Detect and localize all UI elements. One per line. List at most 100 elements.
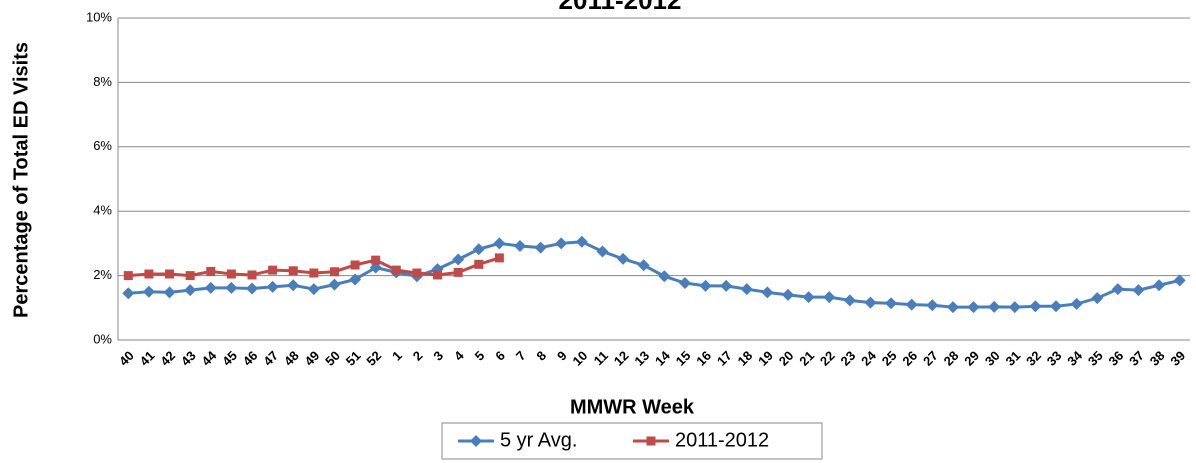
x-tick-label: 9 [554,348,570,364]
x-tick-label: 38 [1147,348,1168,369]
x-tick-label: 35 [1085,348,1106,369]
x-tick-label: 36 [1106,348,1127,369]
x-tick-label: 15 [673,348,694,369]
x-tick-label: 46 [240,348,261,369]
marker [596,245,609,258]
marker [514,239,526,252]
marker [184,284,197,297]
marker [412,268,422,278]
marker [307,283,320,296]
marker [699,279,712,292]
x-tick-label: 49 [302,348,323,369]
x-tick-label: 16 [693,348,714,369]
x-tick-label: 17 [714,348,735,369]
legend-box [441,422,823,460]
marker [1111,283,1124,296]
marker [1153,279,1166,292]
marker [165,269,175,279]
marker [433,270,443,280]
marker [864,296,877,309]
x-tick-label: 32 [1023,348,1044,369]
x-tick-label: 13 [631,348,652,369]
marker [678,277,691,290]
series-line [128,240,1181,309]
marker [946,301,959,314]
marker [905,298,918,311]
marker [740,283,753,296]
marker [1173,274,1186,287]
x-tick-label: 7 [513,348,529,364]
x-tick-label: 31 [1002,348,1023,369]
x-tick-label: 47 [260,348,281,369]
x-tick-label: 50 [322,348,343,369]
x-tick-label: 3 [430,348,446,364]
marker [350,260,360,270]
marker [658,270,671,283]
x-tick-label: 33 [1044,348,1065,369]
marker [988,300,1001,313]
marker [617,252,630,265]
x-tick-label: 41 [137,348,158,369]
x-tick-label: 25 [879,348,900,369]
marker [225,281,238,294]
x-tick-label: 20 [776,348,797,369]
marker [391,265,401,275]
x-tick-label: 21 [796,348,817,369]
marker [761,286,774,299]
x-tick-label: 12 [611,348,632,369]
marker [287,279,300,292]
y-tick-label: 2% [93,267,112,282]
x-tick-label: 5 [472,348,488,364]
marker [534,241,547,254]
x-tick-label: 8 [533,348,549,364]
marker [268,265,278,275]
marker [309,268,319,278]
marker [1091,292,1104,305]
marker [555,237,568,250]
y-axis-label: Percentage of Total ED Visits [10,42,32,318]
marker [843,294,856,307]
marker [453,267,463,277]
x-tick-label: 1 [389,348,405,364]
marker [637,259,650,272]
x-tick-label: 34 [1064,347,1085,368]
x-tick-label: 43 [178,348,199,369]
marker [926,299,939,312]
marker [247,270,257,280]
x-tick-label: 23 [838,348,859,369]
x-tick-label: 26 [899,348,920,369]
marker [246,282,258,295]
marker [646,436,656,446]
marker [720,279,733,292]
x-tick-label: 29 [961,348,982,369]
x-tick-label: 2 [410,348,426,364]
marker [1070,297,1083,310]
legend-label: 5 yr Avg. [500,429,577,451]
marker [472,243,485,256]
y-tick-label: 10% [86,9,112,24]
marker [802,291,815,304]
x-tick-label: 28 [941,348,962,369]
x-tick-label: 27 [920,348,941,369]
y-tick-label: 6% [93,138,112,153]
marker [226,269,236,279]
marker [1029,300,1042,313]
legend-label: 2011-2012 [675,429,769,451]
x-tick-label: 6 [492,348,508,364]
x-tick-label: 19 [755,348,776,369]
x-tick-label: 40 [116,348,137,369]
marker [266,280,279,293]
x-axis-label: MMWR Week [570,396,695,418]
marker [782,288,794,301]
marker [493,237,506,250]
y-tick-label: 8% [93,74,112,89]
x-tick-label: 11 [591,348,611,368]
x-tick-label: 22 [817,348,838,369]
marker [144,269,154,279]
marker [328,278,341,291]
x-tick-label: 18 [734,348,755,369]
marker [123,271,133,281]
marker [575,235,588,248]
x-tick-label: 45 [219,348,240,369]
